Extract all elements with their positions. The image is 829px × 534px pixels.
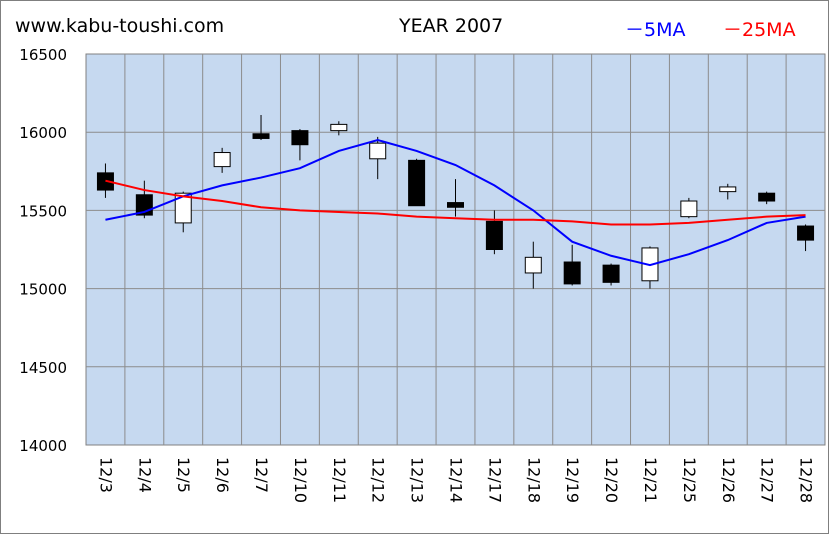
candle-body-down xyxy=(447,202,464,208)
x-tick-label: 12/7 xyxy=(252,457,271,493)
y-tick-label: 14000 xyxy=(19,437,67,455)
x-tick-label: 12/12 xyxy=(369,457,388,503)
candle-body-up xyxy=(213,152,231,168)
x-tick-label: 12/4 xyxy=(135,457,154,493)
x-tick-label: 12/11 xyxy=(330,457,349,503)
candle xyxy=(330,121,348,136)
candle-body-down xyxy=(408,159,426,207)
candle xyxy=(174,191,192,233)
candle-body-down xyxy=(797,225,815,241)
plot-area xyxy=(85,53,826,446)
y-tick-label: 14500 xyxy=(19,359,67,377)
candle xyxy=(680,197,698,219)
x-tick-label: 12/17 xyxy=(485,457,504,503)
x-tick-label: 12/5 xyxy=(174,457,193,493)
candle xyxy=(797,224,815,252)
legend-25ma: －25MA xyxy=(723,19,796,41)
candle xyxy=(252,114,270,141)
candle xyxy=(602,263,620,286)
x-tick-label: 12/19 xyxy=(563,457,582,503)
x-tick-label: 12/28 xyxy=(797,457,816,503)
candles xyxy=(96,114,815,289)
y-axis: 14000 14500 15000 15500 16000 16500 xyxy=(19,46,67,455)
x-tick-label: 12/26 xyxy=(719,457,738,503)
x-tick-label: 12/18 xyxy=(524,457,543,503)
x-tick-label: 12/13 xyxy=(408,457,427,503)
candle-body-up xyxy=(174,192,192,224)
y-tick-label: 15000 xyxy=(19,281,67,299)
candle xyxy=(213,147,231,173)
candle-body-up xyxy=(524,256,542,274)
chart-title: YEAR 2007 xyxy=(399,15,504,37)
candle xyxy=(447,179,464,217)
y-tick-label: 16500 xyxy=(19,46,67,64)
line-5ma xyxy=(105,138,806,267)
grid-layer xyxy=(86,54,825,445)
candle-body-down xyxy=(602,264,620,283)
candle-body-up xyxy=(719,186,737,193)
candle xyxy=(719,183,737,200)
x-tick-label: 12/20 xyxy=(602,457,621,503)
ma-lines xyxy=(105,138,806,267)
x-tick-label: 12/10 xyxy=(291,457,310,503)
site-label: www.kabu-toushi.com xyxy=(15,15,225,37)
candle xyxy=(369,136,387,180)
x-tick-label: 12/21 xyxy=(641,457,660,503)
x-tick-label: 12/27 xyxy=(758,457,777,503)
x-tick-label: 12/3 xyxy=(96,457,115,493)
candle xyxy=(563,244,581,286)
candle xyxy=(758,191,776,205)
candle xyxy=(408,158,426,207)
y-tick-label: 16000 xyxy=(19,124,67,142)
candle-body-up xyxy=(369,142,387,160)
x-tick-label: 12/25 xyxy=(680,457,699,503)
candle-body-down xyxy=(485,220,503,251)
x-tick-label: 12/6 xyxy=(213,457,232,493)
candle-body-down xyxy=(758,192,776,202)
candle xyxy=(485,210,503,255)
candle-body-up xyxy=(330,123,348,132)
line-25ma xyxy=(105,179,806,226)
x-tick-label: 12/14 xyxy=(447,457,466,503)
candle xyxy=(291,129,309,161)
legend-5ma: －5MA xyxy=(625,19,686,41)
y-tick-label: 15500 xyxy=(19,202,67,220)
candle-body-down xyxy=(563,261,581,285)
x-axis: 12/3 12/4 12/5 12/6 12/7 12/10 12/11 12/12 12/13… xyxy=(96,457,815,503)
candle-body-down xyxy=(252,133,270,139)
candle-body-down xyxy=(291,130,309,146)
candle xyxy=(524,241,542,289)
candle-body-up xyxy=(680,200,698,218)
